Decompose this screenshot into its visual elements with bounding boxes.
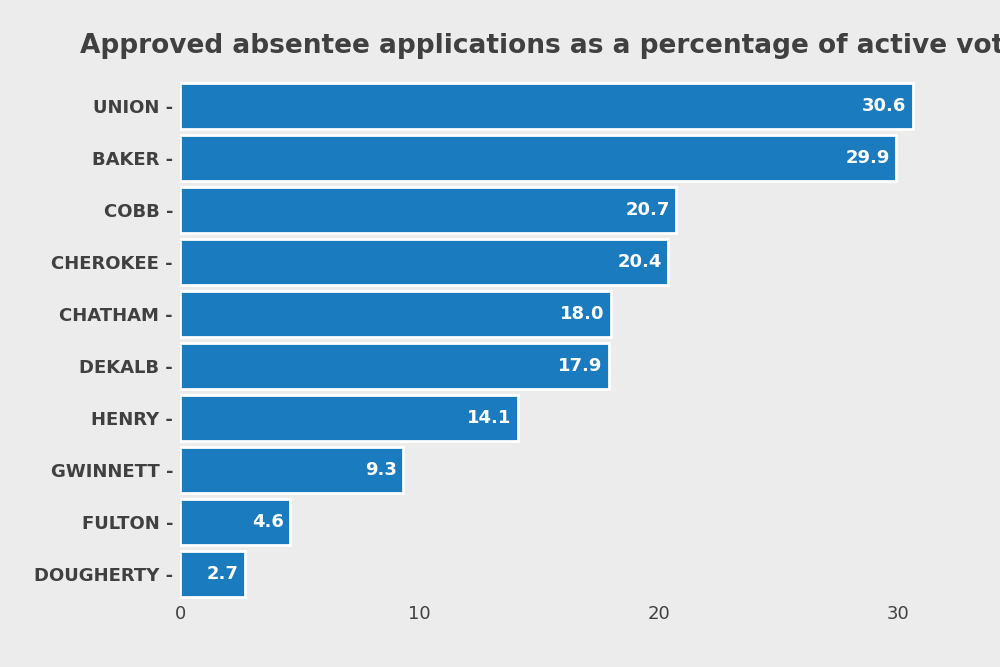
Text: 17.9: 17.9: [558, 358, 603, 375]
Text: 2.7: 2.7: [207, 566, 239, 583]
Bar: [180, 552, 245, 597]
Text: 30.6: 30.6: [862, 97, 907, 115]
Bar: [180, 448, 403, 493]
Text: 20.7: 20.7: [625, 201, 670, 219]
Bar: [180, 500, 290, 545]
Text: 9.3: 9.3: [365, 462, 397, 479]
Bar: [180, 83, 913, 129]
Bar: [180, 187, 676, 233]
Bar: [180, 135, 896, 181]
Text: 14.1: 14.1: [467, 410, 512, 427]
Text: 29.9: 29.9: [845, 149, 890, 167]
Text: 20.4: 20.4: [618, 253, 662, 271]
Text: Approved absentee applications as a percentage of active voters: Approved absentee applications as a perc…: [80, 33, 1000, 59]
Text: 4.6: 4.6: [252, 514, 284, 531]
Bar: [180, 239, 668, 285]
Bar: [180, 344, 609, 389]
Bar: [180, 291, 611, 337]
Text: 18.0: 18.0: [560, 305, 605, 323]
Bar: [180, 396, 518, 441]
